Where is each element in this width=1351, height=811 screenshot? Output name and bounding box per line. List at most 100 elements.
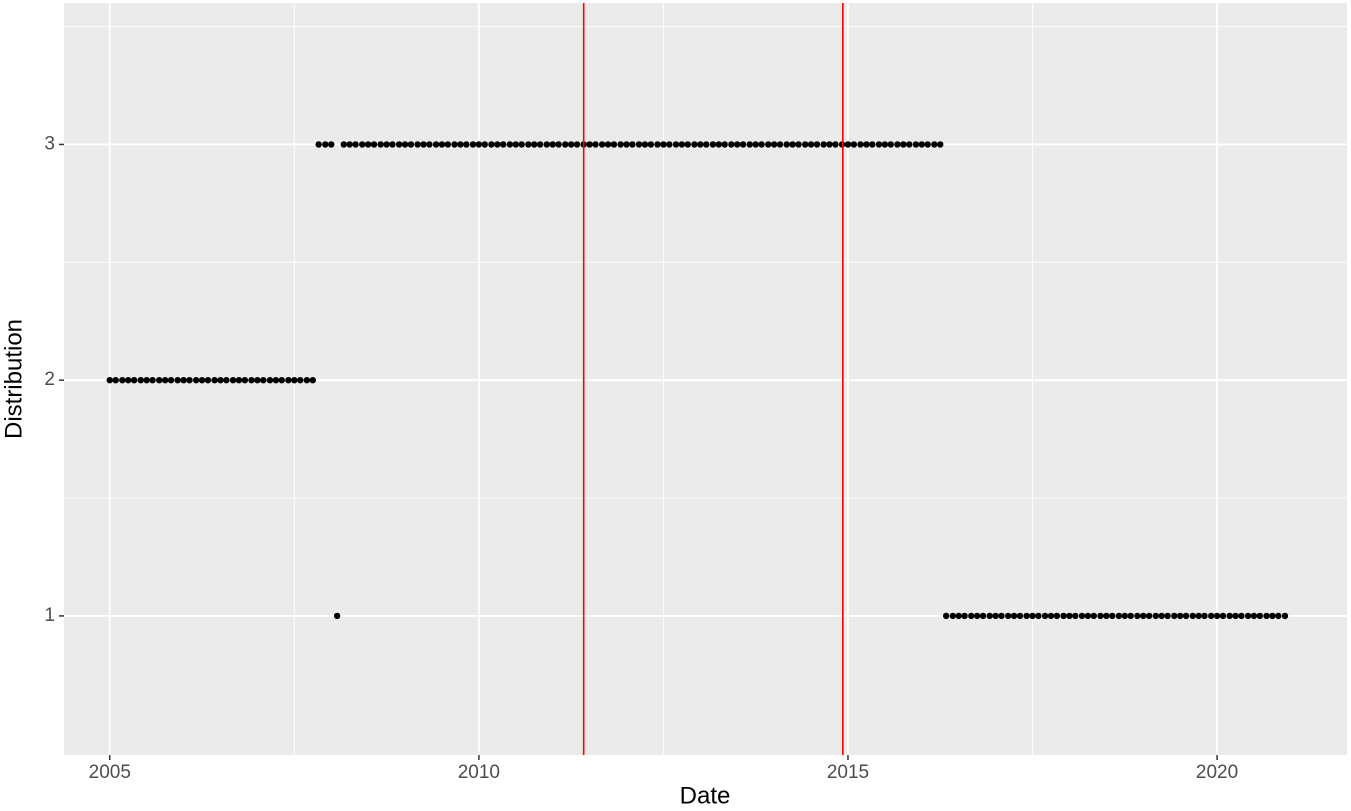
point: [770, 141, 778, 148]
point: [955, 612, 962, 620]
point: [937, 141, 944, 148]
point: [789, 141, 796, 148]
point: [1213, 612, 1221, 620]
point: [549, 141, 556, 148]
point: [211, 376, 218, 384]
point: [457, 141, 464, 148]
point: [979, 612, 987, 620]
point: [906, 141, 913, 148]
point: [217, 376, 224, 384]
point: [359, 141, 366, 148]
point: [346, 141, 353, 148]
point: [315, 141, 322, 148]
point: [1060, 612, 1067, 620]
point: [684, 141, 691, 148]
point: [235, 376, 243, 384]
point: [432, 141, 440, 148]
point: [1207, 612, 1215, 620]
point: [721, 141, 728, 148]
point: [1127, 612, 1134, 620]
point: [1195, 612, 1202, 620]
point: [1145, 612, 1153, 620]
point: [272, 376, 280, 384]
point: [635, 141, 643, 148]
point: [1189, 612, 1196, 620]
point: [598, 141, 606, 148]
point: [1053, 612, 1061, 620]
point: [1244, 612, 1252, 620]
point: [1115, 612, 1123, 620]
point: [734, 141, 741, 148]
point: [795, 141, 802, 148]
point: [567, 141, 575, 148]
point: [1078, 612, 1086, 620]
point: [525, 141, 532, 148]
point: [174, 376, 181, 384]
point: [820, 141, 827, 148]
point: [112, 376, 119, 384]
point: [998, 612, 1005, 620]
point: [900, 141, 907, 148]
point: [254, 376, 261, 384]
point: [1090, 612, 1097, 620]
point: [192, 376, 200, 384]
point: [322, 141, 329, 148]
point: [1250, 612, 1258, 620]
point: [949, 612, 956, 620]
point: [1023, 612, 1030, 620]
point: [383, 141, 390, 148]
point: [758, 141, 765, 148]
point: [1066, 612, 1073, 620]
point: [481, 141, 488, 148]
point: [364, 141, 372, 148]
point: [666, 141, 673, 148]
point: [844, 141, 852, 148]
point: [370, 141, 378, 148]
point: [309, 376, 316, 384]
point: [807, 141, 815, 148]
point: [198, 376, 206, 384]
point: [1029, 612, 1036, 620]
point: [678, 141, 686, 148]
point: [229, 376, 237, 384]
x-tick-label: 2005: [89, 762, 131, 783]
point: [161, 376, 169, 384]
point: [119, 376, 126, 384]
point: [395, 141, 403, 148]
point: [444, 141, 452, 148]
point: [992, 612, 999, 620]
point: [1103, 612, 1110, 620]
point: [328, 141, 335, 148]
point: [401, 141, 409, 148]
point: [691, 141, 698, 148]
point: [832, 141, 839, 148]
point: [931, 141, 938, 148]
point: [1084, 612, 1092, 620]
point: [728, 141, 735, 148]
point: [610, 141, 618, 148]
point: [1256, 612, 1264, 620]
y-axis-title: Distribution: [0, 319, 27, 439]
point: [1158, 612, 1165, 620]
point: [1176, 612, 1184, 620]
point: [813, 141, 821, 148]
point: [562, 141, 569, 148]
point: [1004, 612, 1012, 620]
point: [604, 141, 612, 148]
point: [1263, 612, 1270, 620]
point: [241, 376, 249, 384]
x-axis-title: Date: [680, 782, 731, 809]
point: [180, 376, 187, 384]
point: [924, 141, 931, 148]
point: [488, 141, 495, 148]
point: [703, 141, 710, 148]
point: [912, 141, 920, 148]
point: [340, 141, 347, 148]
point: [494, 141, 501, 148]
point: [297, 376, 304, 384]
point: [875, 141, 883, 148]
y-tick-label: 2: [44, 369, 55, 390]
point: [801, 141, 809, 148]
point: [1201, 612, 1208, 620]
